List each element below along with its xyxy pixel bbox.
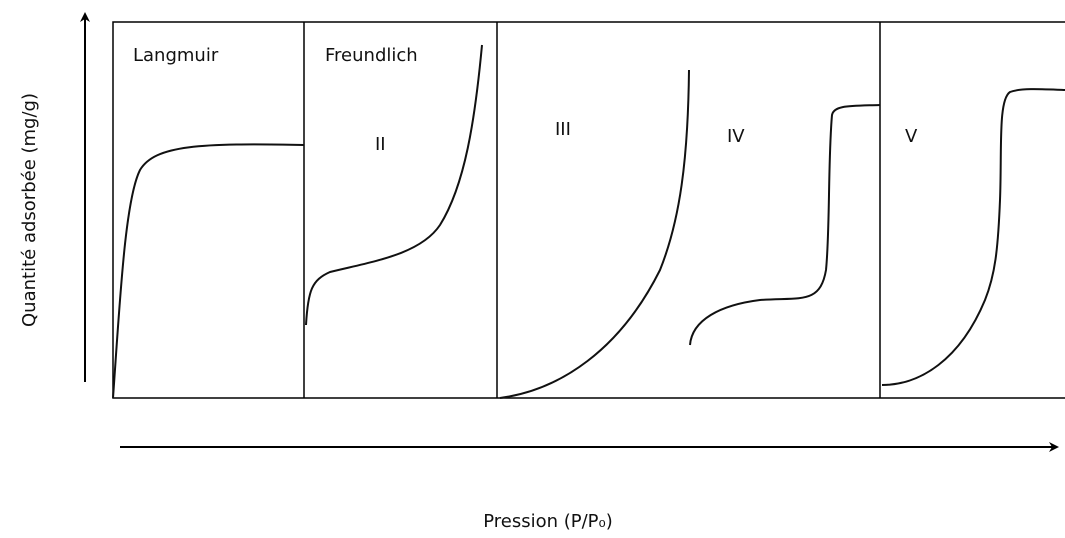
type-ii-curve: [305, 44, 483, 326]
panel-label: Langmuir: [133, 45, 219, 66]
type-label: V: [905, 126, 918, 147]
y-axis-label: Quantité adsorbée (mg/g): [19, 93, 40, 327]
type-label: IV: [727, 126, 745, 147]
type-v-curve: [881, 88, 1065, 386]
type-label: II: [375, 134, 386, 155]
frame: [112, 21, 1065, 399]
type-label: III: [555, 119, 571, 140]
langmuir-curve: [112, 143, 305, 399]
type-iii-curve: [499, 69, 690, 399]
panel-label: Freundlich: [325, 45, 418, 66]
type-iv-curve: [689, 104, 881, 346]
x-axis-label: Pression (P/P₀): [483, 511, 613, 532]
